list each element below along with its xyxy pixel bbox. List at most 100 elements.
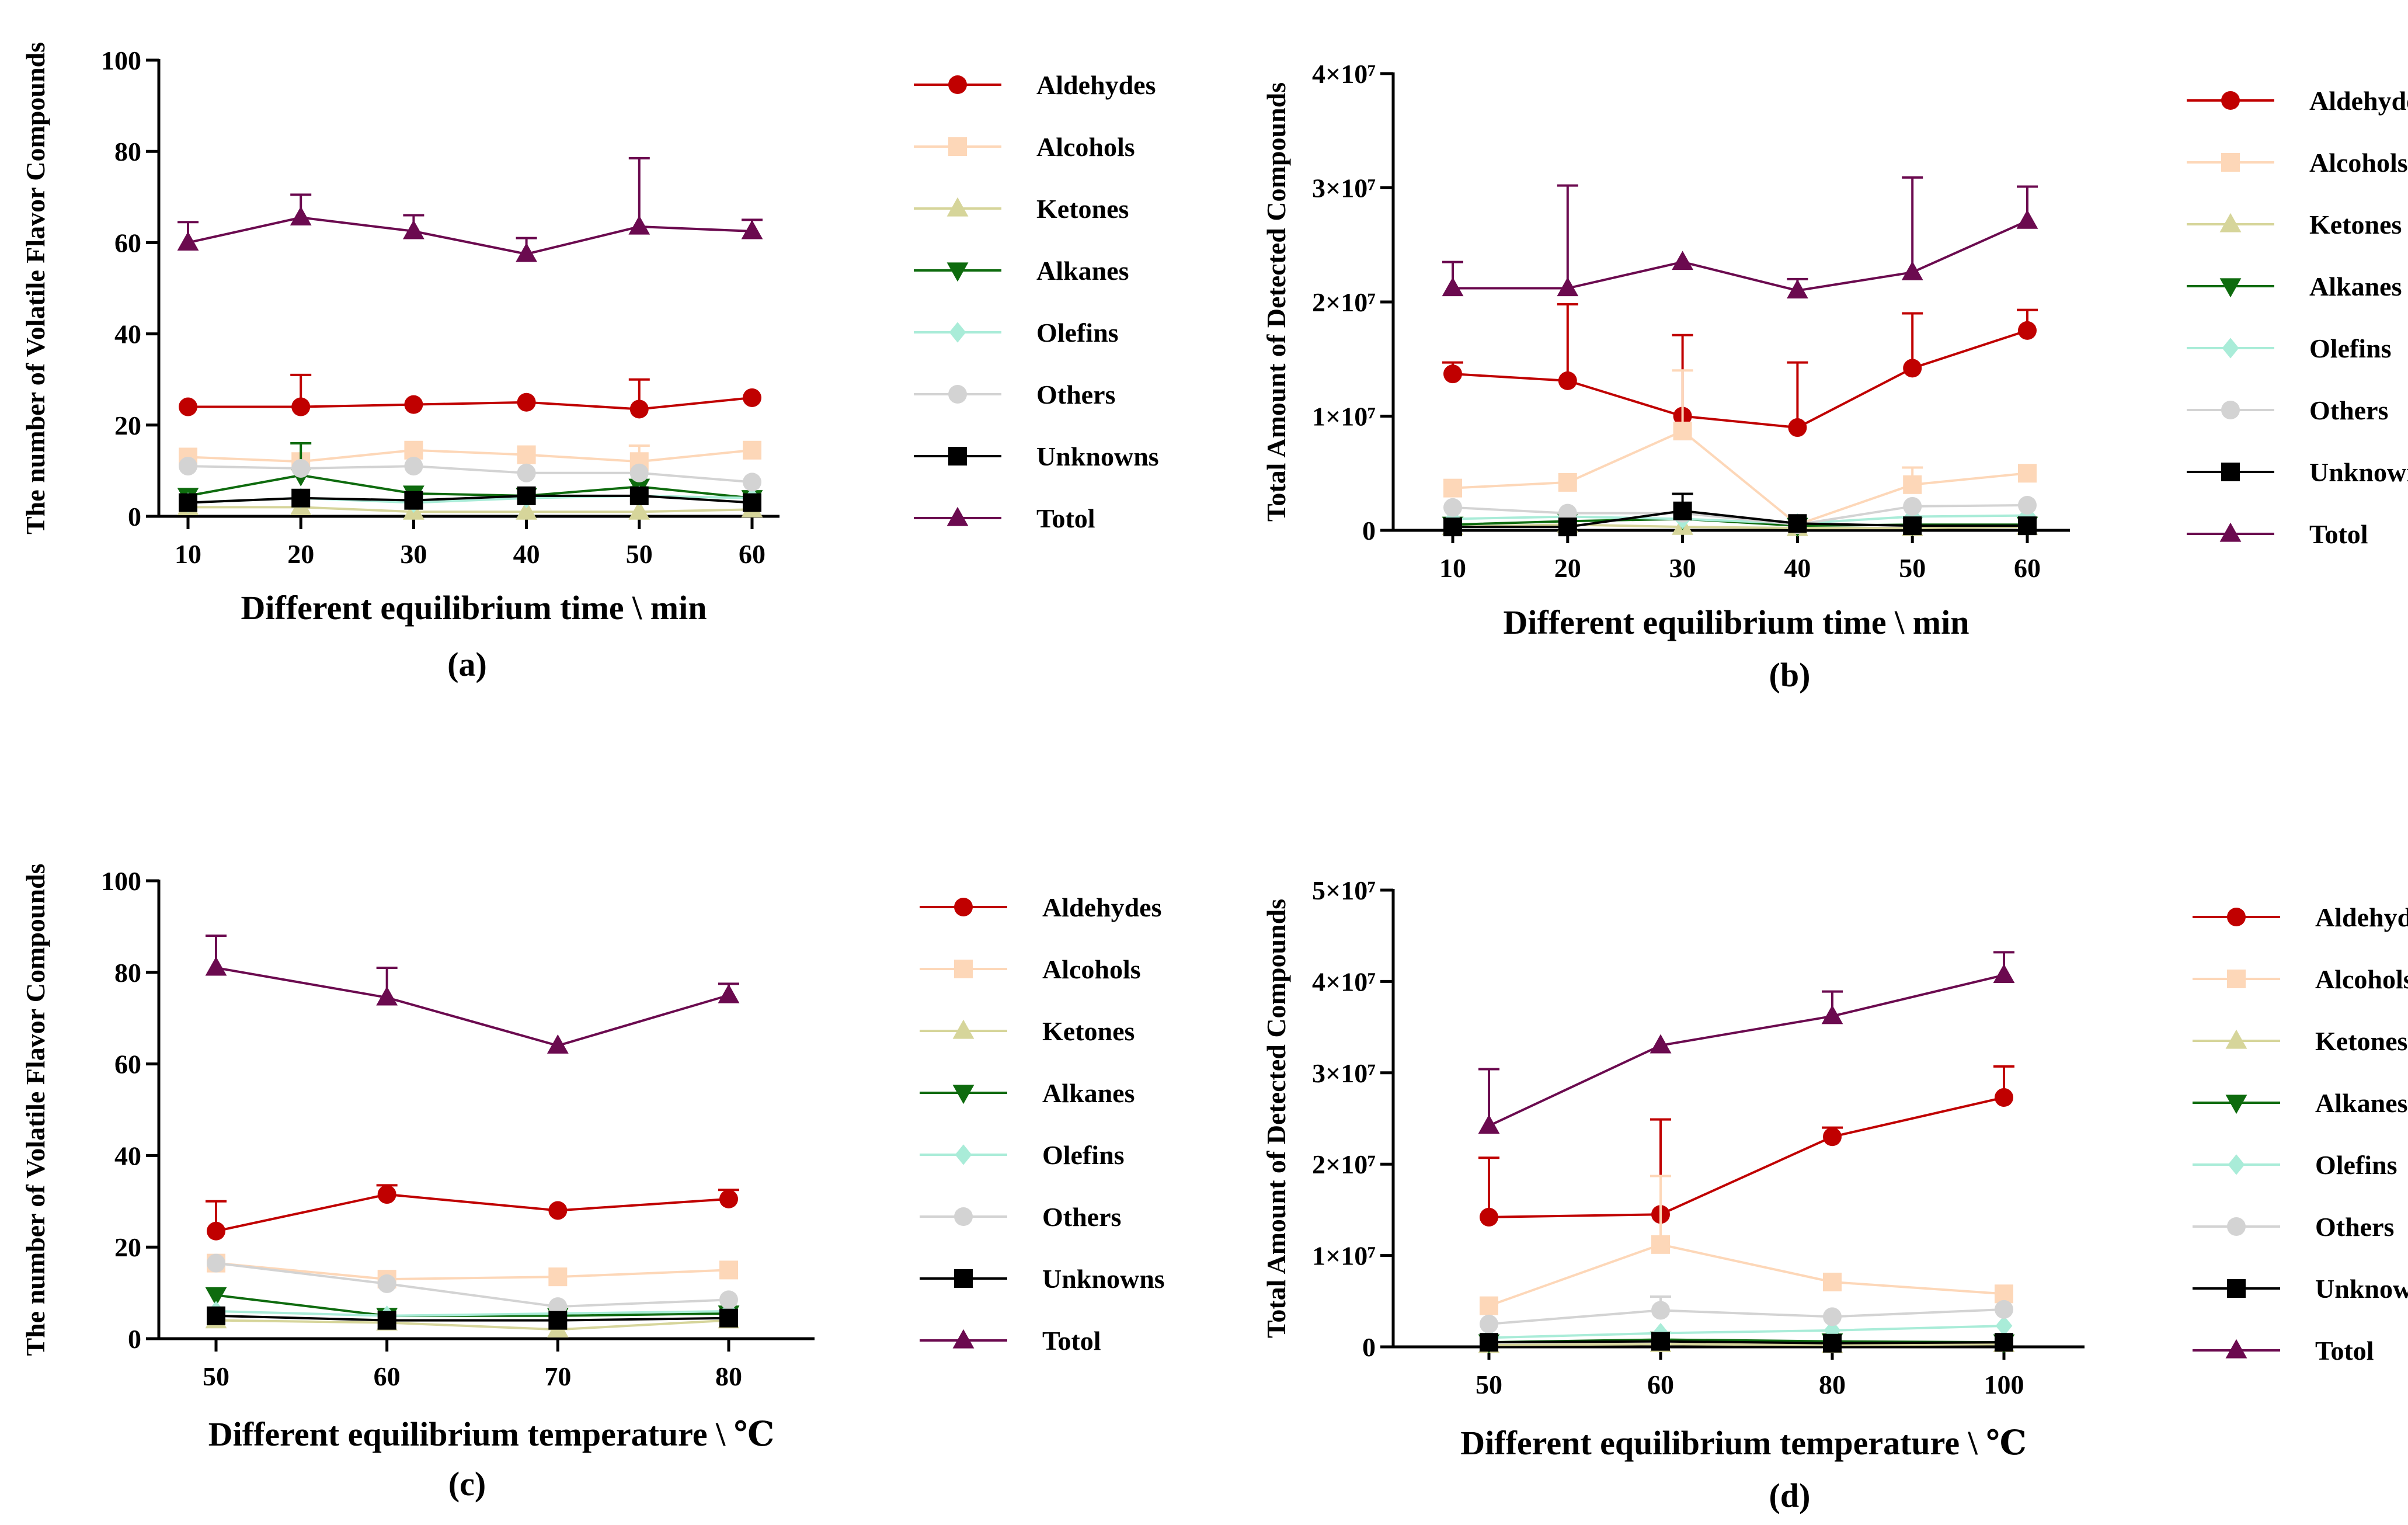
series-line [1452,523,2028,530]
series-unknowns [207,1306,738,1330]
series-line [1488,1343,2005,1346]
legend-item: Aldehydes [2193,902,2408,932]
x-tick-label: 10 [1439,553,1466,583]
y-tick-label: 0 [128,1324,141,1354]
data-point [548,1201,568,1220]
legend-label: Olefins [1042,1140,1125,1170]
y-tick-label: 80 [114,137,141,166]
legend-label: Alkanes [1036,256,1129,286]
series-line [1453,509,2027,529]
data-point [516,500,537,520]
data-point [517,445,536,464]
y-tick-label: 0 [1362,1332,1376,1362]
data-point [517,392,536,412]
legend-marker [2225,1339,2247,1359]
chart-panel-3: 0 20 40 60 80 100 50 60 70 80 Different equilibriu… [20,863,1165,1503]
data-point [1480,1333,1498,1352]
legend-item: Alcohols [2193,964,2408,994]
data-point [1821,1005,1843,1024]
data-point [404,491,423,510]
x-tick-label: 50 [203,1361,229,1391]
legend-item: Alkanes [914,256,1129,286]
legend-label: Others [2309,395,2388,425]
legend: Aldehydes Alcohols Ketones Alkanes Olefins Ot… [920,892,1165,1356]
legend-item: Ketones [914,194,1129,224]
data-point [743,388,761,407]
legend-label: Olefins [2309,334,2392,363]
legend-label: Others [1042,1202,1121,1232]
data-point [179,493,197,512]
x-tick-label: 30 [1669,553,1696,583]
y-tick-label: 0 [128,502,141,532]
legend-item: Others [2193,1212,2394,1242]
legend-marker [2221,401,2240,419]
panel-label: (b) [1769,656,1811,694]
legend-item: Alcohols [914,132,1135,162]
data-point [1443,517,1462,537]
legend-label: Alcohols [1042,954,1141,984]
data-point [2018,464,2037,483]
legend-label: Unknowns [1042,1264,1165,1294]
data-point [1903,359,1922,378]
y-axis-title: Total Amount of Detected Compounds [1261,82,1291,522]
data-point [718,984,740,1003]
legend-item: Unknowns [914,442,1159,471]
y-tick-label: 1×10⁷ [1312,402,1376,432]
legend-item: Totol [914,503,1095,533]
data-point [291,488,311,508]
legend-item: Alkanes [2187,272,2402,301]
data-point [377,1274,396,1293]
y-tick-label: 40 [114,1141,141,1170]
data-point [1651,1235,1670,1254]
x-tick-label: 80 [1819,1370,1846,1399]
series-line [187,494,753,504]
data-point [207,1221,225,1241]
legend-label: Totol [1036,503,1095,533]
data-point [1558,371,1577,390]
series-aldehydes [179,373,761,419]
x-tick-label: 50 [1476,1370,1502,1399]
legend-marker [952,1085,975,1104]
legend-label: Totol [2309,519,2368,549]
series-line [187,216,753,255]
legend-marker [2227,908,2246,926]
data-point [629,486,649,505]
data-point [1823,1307,1842,1326]
series-line [215,1319,729,1331]
series-line [1452,514,2028,525]
y-tick-label: 20 [114,411,141,440]
data-point [1995,1333,2013,1352]
x-tick-label: 30 [400,539,427,569]
y-axis-title: The number of Volatile Flavor Compounds [20,42,50,534]
legend-item: Others [914,380,1115,409]
y-tick-label: 5×10⁷ [1312,876,1376,905]
legend-item: Alkanes [2193,1088,2407,1118]
data-point [1673,421,1692,440]
x-axis-title: Different equilibrium time \ min [241,589,707,627]
series-line [187,465,753,484]
series-totol [177,157,763,262]
series-totol [1478,951,2015,1134]
y-tick-label: 3×10⁷ [1312,173,1376,203]
legend-label: Olefins [1036,318,1119,348]
legend-marker [954,898,973,916]
data-point [719,1290,738,1309]
x-tick-label: 60 [1647,1370,1674,1399]
legend-marker [954,1207,973,1226]
legend-label: Unknowns [2315,1274,2408,1304]
chart-panel-2: 0 1×10⁷ 2×10⁷ 3×10⁷ 4×10⁷ 10 20 30 40 50 60 Differe… [1261,59,2408,694]
data-point [1993,964,2015,984]
chart-panel-1: 0 20 40 60 80 100 10 20 30 40 50 60 Different equili… [20,42,1159,683]
series-totol [205,935,740,1054]
x-tick-label: 100 [1984,1370,2024,1399]
x-axis-title: Different equilibrium time \ min [1504,603,1969,641]
data-point [743,473,761,492]
y-tick-label: 3×10⁷ [1312,1058,1376,1088]
y-tick-label: 40 [114,319,141,349]
legend-label: Ketones [1042,1016,1135,1046]
legend-marker [948,447,967,466]
series-line [1452,503,2028,526]
legend-label: Alcohols [2309,148,2408,178]
legend-label: Aldehydes [2315,902,2408,932]
series-line [1488,1308,2005,1325]
